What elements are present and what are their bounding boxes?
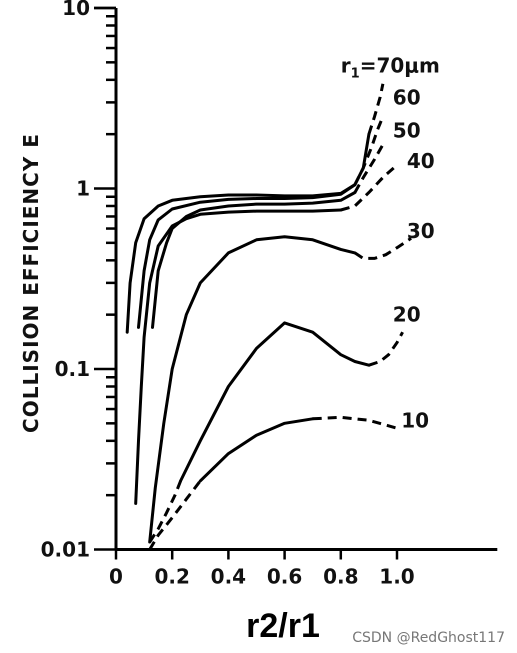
y-tick-label: 1 [76, 177, 90, 201]
series-label: 10 [401, 408, 429, 432]
series-label: 40 [407, 149, 435, 173]
series-dashed-segment [354, 237, 412, 260]
series-line [148, 235, 357, 544]
series-line [125, 132, 371, 334]
series-line [137, 183, 357, 329]
y-axis-title: COLLISION EFFICIENCY E [19, 133, 43, 433]
x-axis-title: r2/r1 [246, 607, 320, 645]
series-line [179, 321, 371, 483]
series-dashed-segment [353, 143, 385, 194]
y-tick-label: 0.1 [55, 357, 90, 381]
series-labels: r1=70μm 60 50 40 30 20 10 [341, 54, 440, 433]
series-label: 60 [393, 85, 421, 109]
series-label: 20 [393, 303, 421, 327]
x-tick-label: 0.6 [267, 565, 302, 589]
series-dashed-segment [148, 480, 182, 543]
axes [114, 8, 498, 551]
x-axis-ticks: 0 0.2 0.4 0.6 0.8 1.0 [109, 549, 415, 589]
series-line [134, 208, 343, 505]
watermark: CSDN @RedGhost117 [352, 630, 505, 646]
series-line [151, 191, 357, 329]
x-tick-label: 1.0 [379, 565, 414, 589]
x-tick-label: 0.8 [323, 565, 358, 589]
series-label: 50 [393, 118, 421, 142]
y-axis-ticks: 0.01 0.1 1 10 [41, 0, 116, 562]
series-dashed-segment [340, 163, 398, 212]
series-label: 30 [407, 219, 435, 243]
series-dashed-segment [367, 83, 385, 135]
series-dashed-segment [148, 479, 202, 551]
series-label: r1=70μm [341, 54, 440, 82]
series-dashed-segment [368, 331, 404, 367]
x-tick-label: 0 [109, 565, 123, 589]
series-curves [125, 83, 412, 551]
series-dashed-segment [353, 116, 385, 186]
series-dashed-segment [312, 415, 398, 430]
x-tick-label: 0.2 [154, 565, 189, 589]
y-tick-label: 0.01 [41, 538, 90, 562]
y-tick-label: 10 [62, 0, 90, 20]
series-line [198, 417, 315, 483]
x-tick-label: 0.4 [211, 565, 246, 589]
